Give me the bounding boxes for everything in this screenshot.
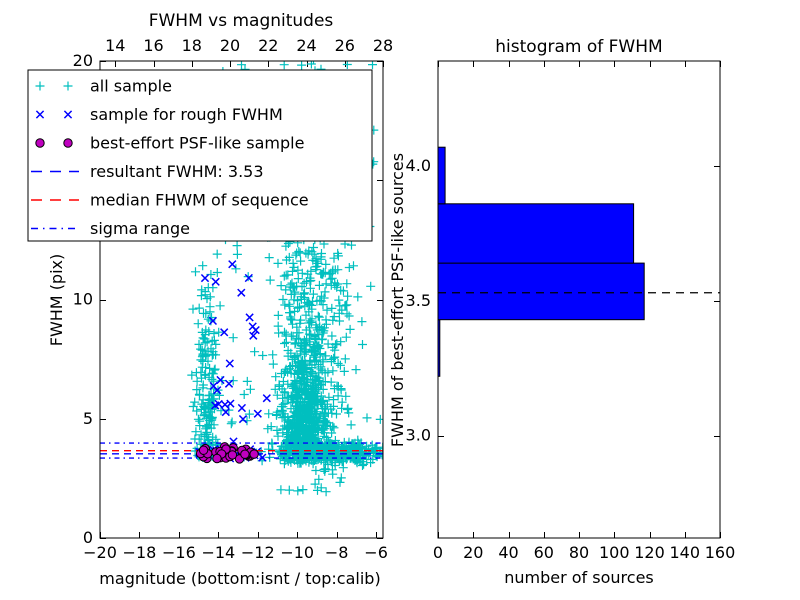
legend-item-label: median FHWM of sequence — [90, 191, 309, 210]
left-xtick-label: −18 — [123, 543, 157, 562]
left-ticks: −20 −18 −16 −14 −12 −10 −8 −6 14 16 18 20 22 24 26 28 0 5… — [73, 36, 394, 562]
left-plot-title: FWHM vs magnitudes — [149, 11, 334, 31]
left-xtick-label: −20 — [83, 543, 117, 562]
left-ytick-label: 5 — [83, 409, 93, 428]
left-plot-ylabel: FWHM (pix) — [47, 254, 66, 347]
legend-item-label: sigma range — [90, 219, 190, 238]
right-plot-xlabel: number of sources — [504, 568, 654, 587]
legend-x-icon — [35, 110, 45, 119]
left-xtick-label: −8 — [325, 543, 349, 562]
legend-plus-icon — [35, 81, 45, 91]
legend-item-label: sample for rough FWHM — [90, 105, 283, 124]
left-xtick-label: −16 — [162, 543, 196, 562]
histogram-bar — [437, 262, 645, 321]
histogram-bar — [437, 203, 635, 264]
left-top-xtick-label: 14 — [105, 36, 125, 55]
left-top-xtick-label: 16 — [143, 36, 163, 55]
left-top-xtick-label: 18 — [182, 36, 202, 55]
left-top-xtick-label: 20 — [220, 36, 240, 55]
right-xtick-label: 160 — [705, 543, 736, 562]
legend-plus-icon — [63, 81, 73, 91]
right-xtick-label: 60 — [534, 543, 554, 562]
left-top-xtick-label: 26 — [335, 36, 355, 55]
right-ytick-label: 3.0 — [406, 426, 431, 445]
legend-item-label: all sample — [90, 77, 172, 96]
right-xtick-label: 140 — [669, 543, 700, 562]
generated-chart-layers: −20 −18 −16 −14 −12 −10 −8 −6 14 16 18 20 22 24 26 28 0 5… — [27, 36, 736, 562]
histogram-bar — [437, 146, 446, 205]
right-xtick-label: 20 — [463, 543, 483, 562]
legend-x-icon — [63, 110, 73, 119]
left-top-xtick-label: 22 — [258, 36, 278, 55]
left-xtick-label: −12 — [241, 543, 275, 562]
legend-circle-icon — [35, 138, 45, 148]
left-xtick-label: −14 — [201, 543, 235, 562]
right-xtick-label: 40 — [498, 543, 518, 562]
right-ytick-label: 3.5 — [406, 291, 431, 310]
legend-circle-icon — [63, 138, 73, 148]
legend-item-label: best-effort PSF-like sample — [90, 134, 304, 153]
legend-box — [27, 69, 373, 242]
right-ticks: 0 20 40 60 80 100 120 140 160 3.0 3.5 4.0 — [406, 61, 736, 562]
right-plot-title: histogram of FWHM — [495, 37, 662, 57]
histogram-bars — [437, 146, 720, 377]
right-xtick-label: 0 — [433, 543, 443, 562]
right-xtick-label: 100 — [599, 543, 630, 562]
legend: all sample sample for rough FWHM best-effo… — [27, 69, 373, 242]
left-top-xtick-label: 28 — [373, 36, 393, 55]
psf-sample-points — [195, 442, 259, 464]
right-ytick-label: 4.0 — [406, 156, 431, 175]
left-axes — [99, 60, 384, 539]
left-plot-xlabel: magnitude (bottom:isnt / top:calib) — [99, 569, 380, 588]
left-xtick-label: −6 — [364, 543, 388, 562]
left-top-xtick-label: 24 — [296, 36, 316, 55]
left-ytick-label: 20 — [73, 51, 93, 70]
histogram-bar — [437, 319, 441, 377]
right-xtick-label: 120 — [634, 543, 665, 562]
legend-item-label: resultant FWHM: 3.53 — [90, 162, 264, 181]
fwhm-reference-lines — [100, 442, 383, 459]
left-ytick-label: 0 — [83, 528, 93, 547]
left-xtick-label: −10 — [280, 543, 314, 562]
right-plot-ylabel: FWHM of best-effort PSF-like sources — [388, 153, 407, 447]
left-ytick-label: 10 — [73, 290, 93, 309]
right-xtick-label: 80 — [569, 543, 589, 562]
